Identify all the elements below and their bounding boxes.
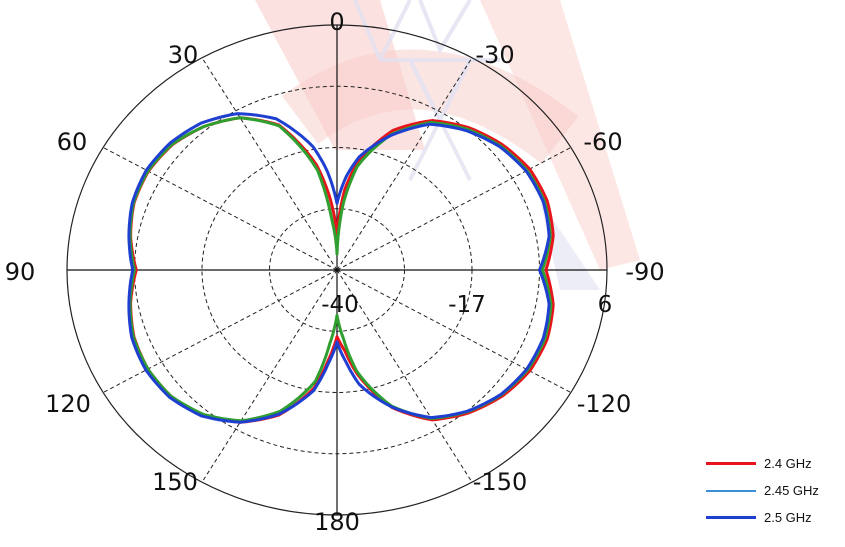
series-2-45-ghz	[128, 116, 553, 423]
series-2-5-ghz	[127, 112, 551, 424]
angle-label-neg60: -60	[583, 128, 622, 156]
angle-spoke	[102, 147, 338, 271]
legend-item-2-5ghz: 2.5 GHz	[706, 506, 842, 529]
legend-swatch	[706, 462, 756, 465]
angle-label-neg150: -150	[473, 468, 527, 496]
watermark-tower-icon	[255, 0, 640, 290]
legend-swatch	[706, 516, 756, 519]
angle-spoke	[102, 269, 338, 393]
angle-label-neg120: -120	[577, 390, 631, 418]
angle-spoke	[336, 269, 572, 393]
angle-label-180: 180	[314, 508, 360, 536]
angle-label-120: 120	[45, 390, 91, 418]
angle-label-30: 30	[168, 41, 199, 69]
axis-labels: 0 30 60 90 120 150 180 -150 -120 -90 -60 -30 -40 -17 6	[5, 8, 665, 536]
legend-item-2-4ghz: 2.4 GHz	[706, 452, 842, 475]
angle-label-0: 0	[329, 8, 344, 36]
angle-label-90: 90	[5, 258, 36, 286]
legend-label: 2.5 GHz	[764, 510, 812, 525]
legend-swatch	[706, 489, 756, 492]
angle-spoke	[336, 147, 572, 271]
radial-label-neg17: -17	[448, 292, 486, 318]
angle-label-neg30: -30	[475, 41, 514, 69]
radial-label-6: 6	[598, 292, 613, 318]
legend-label: 2.4 GHz	[764, 456, 812, 471]
legend-item-2-45ghz: 2.45 GHz	[706, 479, 842, 502]
legend: 2.4 GHz 2.45 GHz 2.5 GHz	[706, 452, 842, 533]
angle-label-60: 60	[57, 128, 88, 156]
legend-label: 2.45 GHz	[764, 483, 819, 498]
series-layer	[127, 112, 555, 424]
radial-label-neg40: -40	[321, 292, 359, 318]
angle-label-150: 150	[152, 468, 198, 496]
angle-label-neg90: -90	[625, 258, 664, 286]
